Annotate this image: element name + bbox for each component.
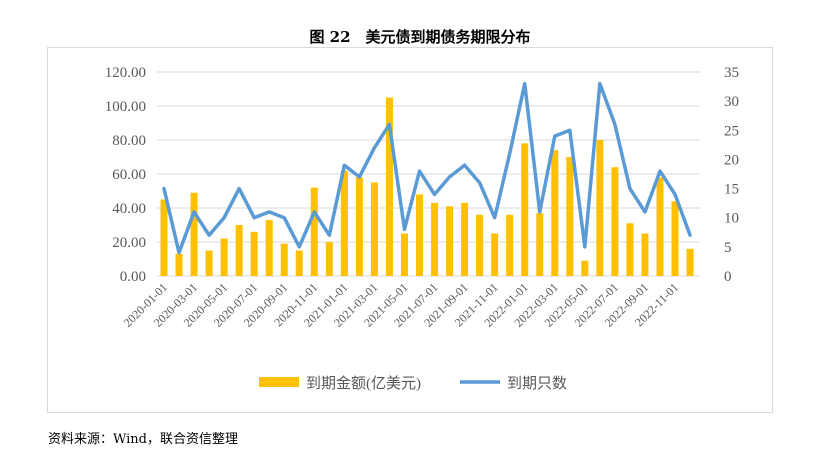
y-right-tick-label: 10 <box>724 211 739 227</box>
bar <box>566 157 574 276</box>
bar <box>325 242 333 276</box>
y-right-tick-label: 30 <box>724 94 739 110</box>
bar <box>686 248 694 276</box>
bar <box>355 177 363 276</box>
bar <box>446 206 454 276</box>
y-left-tick-label: 0.00 <box>120 269 146 285</box>
bar <box>536 213 544 276</box>
y-right-tick-label: 20 <box>724 152 739 168</box>
chart-frame <box>47 47 773 413</box>
bar <box>581 260 589 276</box>
bar <box>250 231 258 276</box>
y-right-tick-label: 0 <box>724 269 732 285</box>
bar <box>491 233 499 276</box>
chart-title: 图 22 美元债到期债务期限分布 <box>309 28 531 46</box>
bar <box>295 250 303 276</box>
y-left-tick-label: 20.00 <box>112 235 146 251</box>
bar <box>671 201 679 276</box>
bar <box>370 182 378 276</box>
bar <box>641 233 649 276</box>
bar <box>265 219 273 276</box>
legend-label-bar: 到期金额(亿美元) <box>306 375 421 392</box>
y-right-tick-label: 5 <box>724 240 732 256</box>
bar <box>626 223 634 276</box>
bar <box>310 187 318 276</box>
source-note: 资料来源：Wind，联合资信整理 <box>48 432 238 447</box>
y-left-tick-label: 60.00 <box>112 167 146 183</box>
bar <box>431 202 439 276</box>
bar <box>521 143 529 276</box>
bar <box>461 202 469 276</box>
y-right-tick-label: 25 <box>724 123 739 139</box>
bar <box>160 199 168 276</box>
bar <box>506 214 514 276</box>
legend-swatch-bar <box>259 377 299 387</box>
bar <box>220 238 228 276</box>
legend-label-line: 到期只数 <box>507 375 567 392</box>
bar <box>416 194 424 276</box>
bar <box>596 140 604 276</box>
bar <box>551 150 559 276</box>
bar <box>205 250 213 276</box>
bar <box>280 243 288 276</box>
y-left-tick-label: 120.00 <box>105 65 146 81</box>
bar <box>400 233 408 276</box>
bar <box>656 177 664 276</box>
y-right-tick-label: 35 <box>724 65 739 81</box>
bar <box>175 253 183 276</box>
bar <box>476 214 484 276</box>
y-left-tick-label: 100.00 <box>105 99 146 115</box>
line-series <box>162 81 692 255</box>
bar <box>235 225 243 276</box>
bar <box>190 192 198 276</box>
y-left-tick-label: 40.00 <box>112 201 146 217</box>
bar <box>385 97 393 276</box>
bar <box>611 167 619 276</box>
bar <box>340 170 348 276</box>
y-left-tick-label: 80.00 <box>112 133 146 149</box>
y-right-tick-label: 15 <box>724 182 739 198</box>
